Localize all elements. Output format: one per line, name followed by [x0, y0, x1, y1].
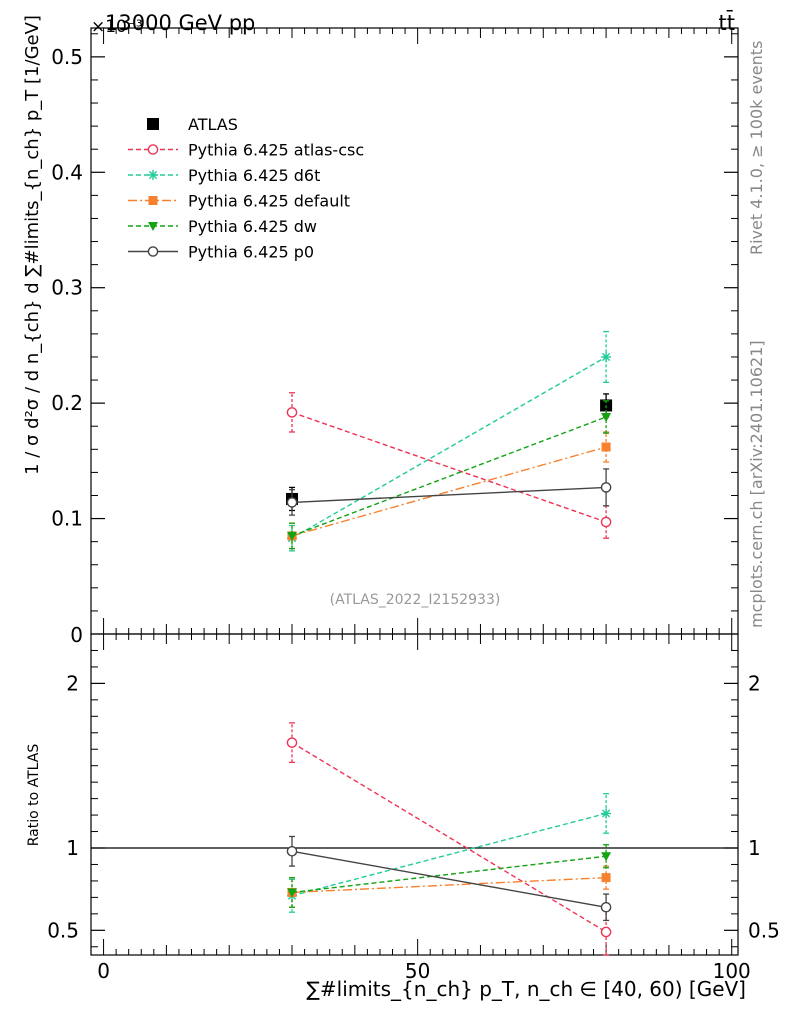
ratio-y-tick-label-left: 0.5 [47, 918, 79, 942]
legend-label-pythia-6-425-default: Pythia 6.425 default [188, 192, 350, 211]
main-y-tick-label: 0.3 [51, 276, 83, 300]
legend-label-pythia-6-425-p0: Pythia 6.425 p0 [188, 243, 314, 262]
main-series-layer [286, 330, 613, 552]
main-y-ticks: 0.1 0.2 0.3 0.4 0.5 0 [51, 33, 738, 647]
main-point-pythia-6-425-p0 [286, 497, 298, 508]
watermark-mcplots: mcplots.cern.ch [arXiv:2401.10621] [747, 340, 766, 628]
ratio-point-pythia-6-425-dw [601, 852, 612, 862]
ratio-line-pythia-6-425-d6t [291, 812, 607, 897]
main-y-tick-label: 0.2 [51, 391, 83, 415]
ratio-series-pythia-6-425-atlas-csc [286, 722, 612, 956]
main-y-axis-label: 1 / σ d²σ / d n_{ch} d ∑#limits_{n_ch} p… [22, 15, 43, 475]
main-point-pythia-6-425-dw [601, 412, 612, 422]
legend-label-pythia-6-425-atlas-csc: Pythia 6.425 atlas-csc [188, 141, 364, 160]
ratio-point-pythia-6-425-atlas-csc [600, 926, 612, 938]
legend-marker-atlas [147, 118, 159, 130]
main-series-pythia-6-425-p0 [286, 468, 612, 516]
ratio-series-pythia-6-425-d6t [287, 793, 612, 913]
x-ticks: 0 50 100 [97, 28, 751, 983]
legend-marker-pythia-6-425-default [148, 196, 158, 205]
legend-marker-pythia-6-425-p0 [147, 246, 159, 257]
main-point-pythia-6-425-p0 [600, 482, 612, 493]
ratio-plot-frame [90, 633, 739, 956]
legend-marker-pythia-6-425-atlas-csc [147, 144, 159, 155]
ratio-series-layer [286, 722, 612, 956]
ratio-y-axis-label: Ratio to ATLAS [26, 744, 42, 847]
ratio-y-tick-label-right: 1 [748, 836, 761, 860]
header-title-right: tt̄ [719, 10, 735, 35]
ratio-y-tick-label-right: 2 [748, 671, 761, 695]
main-series-atlas [286, 393, 613, 512]
x-tick-label: 50 [405, 959, 430, 983]
watermark-rivet: Rivet 4.1.0, ≥ 100k events [747, 41, 766, 255]
main-line-pythia-6-425-default [291, 446, 607, 537]
ratio-series-pythia-6-425-dw [287, 844, 612, 908]
legend-label-pythia-6-425-dw: Pythia 6.425 dw [188, 217, 317, 236]
main-series-pythia-6-425-d6t [287, 330, 612, 552]
main-series-pythia-6-425-default [287, 431, 611, 550]
header-exponent: ×10⁻³ [91, 17, 143, 37]
main-point-pythia-6-425-d6t [601, 351, 612, 362]
main-line-pythia-6-425-atlas-csc [291, 411, 607, 523]
x-tick-label: 100 [713, 959, 751, 983]
main-point-pythia-6-425-atlas-csc [600, 516, 612, 528]
legend: ATLAS Pythia 6.425 atlas-csc Pythia 6.425 … [128, 115, 364, 262]
header-title-left: 13000 GeV pp [105, 11, 255, 35]
main-point-pythia-6-425-default [601, 442, 611, 452]
ratio-line-pythia-6-425-dw [291, 855, 607, 894]
ratio-point-pythia-6-425-dw [287, 888, 298, 898]
ratio-line-pythia-6-425-p0 [291, 850, 607, 908]
main-y-tick-label: 0.4 [51, 160, 83, 184]
main-series-pythia-6-425-atlas-csc [286, 392, 612, 539]
ratio-point-pythia-6-425-p0 [286, 845, 298, 857]
ratio-y-tick-label-left: 2 [66, 671, 79, 695]
ratio-line-pythia-6-425-default [291, 876, 607, 894]
ratio-point-pythia-6-425-default [601, 873, 611, 883]
ratio-y-tick-label-right: 0.5 [748, 918, 780, 942]
main-series-pythia-6-425-dw [287, 400, 612, 550]
legend-label-atlas: ATLAS [188, 115, 238, 134]
legend-marker-pythia-6-425-dw [148, 222, 158, 231]
ratio-point-pythia-6-425-p0 [600, 901, 612, 913]
ratio-series-pythia-6-425-p0 [286, 835, 612, 922]
main-line-pythia-6-425-p0 [291, 486, 607, 504]
ratio-y-tick-label-left: 1 [66, 836, 79, 860]
main-point-pythia-6-425-dw [287, 531, 298, 541]
main-line-pythia-6-425-dw [291, 416, 607, 537]
main-line-pythia-6-425-d6t [291, 356, 607, 539]
x-axis-label: ∑#limits_{n_ch} p_T, n_ch ∈ [40, 60) [Ge… [306, 977, 746, 1001]
legend-marker-pythia-6-425-d6t [148, 170, 158, 180]
main-y-tick-label: 0.5 [51, 45, 83, 69]
main-y-zero-label: 0 [70, 623, 83, 647]
ratio-point-pythia-6-425-d6t [601, 808, 612, 819]
ratio-point-pythia-6-425-atlas-csc [286, 737, 298, 748]
legend-label-pythia-6-425-d6t: Pythia 6.425 d6t [188, 166, 320, 185]
analysis-label: (ATLAS_2022_I2152933) [330, 592, 501, 608]
ratio-y-ticks: 0.5 0.5 1 1 2 2 [47, 649, 780, 948]
main-y-tick-label: 0.1 [51, 507, 83, 531]
main-point-pythia-6-425-atlas-csc [286, 407, 298, 418]
x-tick-label: 0 [97, 959, 110, 983]
ratio-line-pythia-6-425-atlas-csc [291, 742, 607, 933]
